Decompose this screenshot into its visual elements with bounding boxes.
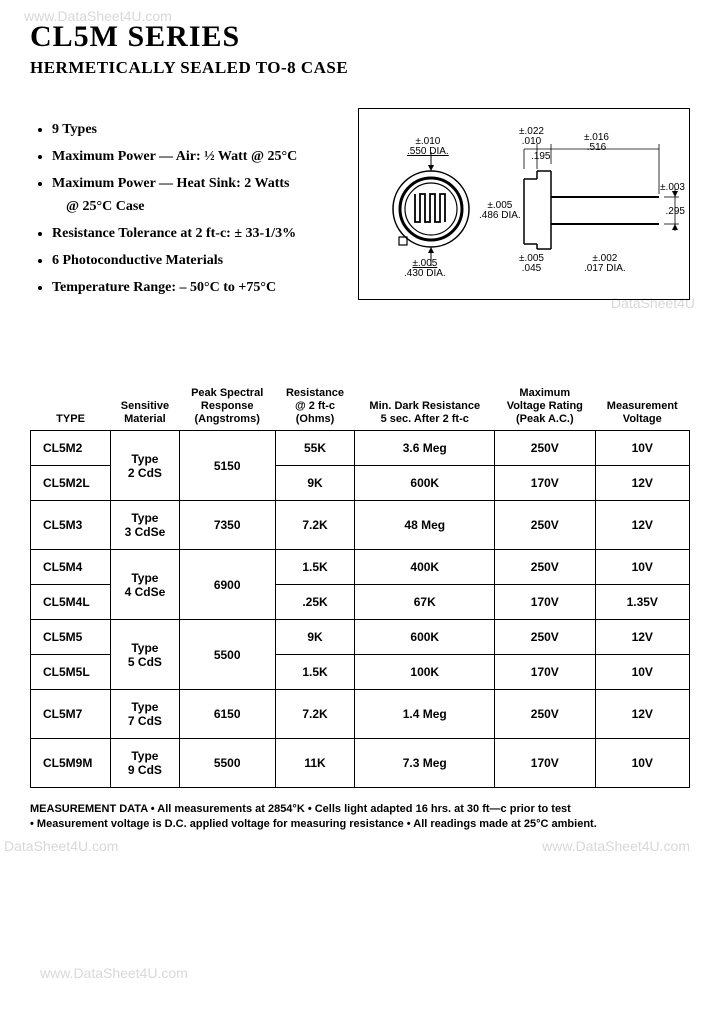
table-cell: 10V (595, 431, 689, 466)
list-item: Maximum Power — Air: ½ Watt @ 25°C (52, 145, 338, 169)
table-cell: 250V (495, 431, 595, 466)
dim-label: ±.005.486 DIA. (479, 201, 521, 221)
page-subtitle: HERMETICALLY SEALED TO-8 CASE (30, 58, 690, 78)
table-cell: CL5M4L (31, 585, 111, 620)
table-cell: CL5M5L (31, 655, 111, 690)
dim-label: ±.003 (660, 183, 685, 193)
col-header: TYPE (31, 383, 111, 431)
table-cell: CL5M5 (31, 620, 111, 655)
table-cell: Type3 CdSe (111, 501, 180, 550)
col-header: Peak SpectralResponse(Angstroms) (179, 383, 275, 431)
col-header: SensitiveMaterial (111, 383, 180, 431)
table-cell: 5150 (179, 431, 275, 501)
watermark: www.DataSheet4U.com (542, 838, 690, 854)
table-cell: CL5M3 (31, 501, 111, 550)
table-cell: 3.6 Meg (355, 431, 495, 466)
dim-label: .295 (666, 207, 685, 217)
list-item: 9 Types (52, 118, 338, 142)
package-diagram: ±.010.550 DIA. ±.022.010 .195 ±.016.516 … (358, 108, 690, 300)
table-cell: 10V (595, 655, 689, 690)
table-cell: Type7 CdS (111, 690, 180, 739)
dim-label: ±.016.516 (584, 133, 609, 153)
table-cell: 67K (355, 585, 495, 620)
table-cell: .25K (275, 585, 355, 620)
table-cell: 12V (595, 466, 689, 501)
table-cell: CL5M2L (31, 466, 111, 501)
table-cell: Type4 CdSe (111, 550, 180, 620)
table-cell: 1.4 Meg (355, 690, 495, 739)
dim-label: ±.002.017 DIA. (584, 254, 626, 274)
list-item: 6 Photoconductive Materials (52, 249, 338, 273)
table-cell: 12V (595, 501, 689, 550)
page-title: CL5M SERIES (30, 20, 690, 54)
table-cell: 5500 (179, 739, 275, 788)
col-header: MeasurementVoltage (595, 383, 689, 431)
table-cell: CL5M7 (31, 690, 111, 739)
table-row: CL5M3Type3 CdSe73507.2K48 Meg250V12V (31, 501, 690, 550)
table-cell: Type5 CdS (111, 620, 180, 690)
table-cell: 100K (355, 655, 495, 690)
watermark: www.DataSheet4U.com (40, 965, 188, 981)
table-cell: 250V (495, 550, 595, 585)
table-cell: 170V (495, 585, 595, 620)
table-cell: CL5M9M (31, 739, 111, 788)
table-cell: 9K (275, 466, 355, 501)
table-cell: 250V (495, 690, 595, 739)
col-header: MaximumVoltage Rating(Peak A.C.) (495, 383, 595, 431)
feature-list: 9 Types Maximum Power — Air: ½ Watt @ 25… (30, 118, 338, 303)
table-cell: 600K (355, 466, 495, 501)
table-cell: 400K (355, 550, 495, 585)
table-cell: 170V (495, 739, 595, 788)
table-cell: 7.3 Meg (355, 739, 495, 788)
table-cell: 11K (275, 739, 355, 788)
col-header: Resistance@ 2 ft-c(Ohms) (275, 383, 355, 431)
table-cell: 1.35V (595, 585, 689, 620)
footnote: MEASUREMENT DATA • All measurements at 2… (30, 802, 690, 832)
list-item: Temperature Range: – 50°C to +75°C (52, 276, 338, 300)
table-cell: 6150 (179, 690, 275, 739)
table-row: CL5M5Type5 CdS55009K600K250V12V (31, 620, 690, 655)
dim-label: .195 (531, 151, 550, 162)
table-cell: Type2 CdS (111, 431, 180, 501)
table-row: CL5M4Type4 CdSe69001.5K400K250V10V (31, 550, 690, 585)
table-row: CL5M9MType9 CdS550011K7.3 Meg170V10V (31, 739, 690, 788)
table-row: CL5M7Type7 CdS61507.2K1.4 Meg250V12V (31, 690, 690, 739)
table-cell: 250V (495, 620, 595, 655)
table-cell: 9K (275, 620, 355, 655)
table-cell: 1.5K (275, 655, 355, 690)
table-cell: 250V (495, 501, 595, 550)
dim-label: ±.010.550 DIA. (407, 137, 449, 157)
table-cell: 12V (595, 690, 689, 739)
table-cell: 6900 (179, 550, 275, 620)
table-row: CL5M2Type2 CdS515055K3.6 Meg250V10V (31, 431, 690, 466)
table-cell: Type9 CdS (111, 739, 180, 788)
col-header: Min. Dark Resistance5 sec. After 2 ft-c (355, 383, 495, 431)
table-cell: 170V (495, 466, 595, 501)
table-cell: 12V (595, 620, 689, 655)
table-cell: 10V (595, 739, 689, 788)
table-cell: 600K (355, 620, 495, 655)
list-item: Maximum Power — Heat Sink: 2 Watts@ 25°C… (52, 172, 338, 220)
table-cell: 170V (495, 655, 595, 690)
table-cell: 7.2K (275, 690, 355, 739)
table-cell: 5500 (179, 620, 275, 690)
table-cell: CL5M2 (31, 431, 111, 466)
table-cell: 10V (595, 550, 689, 585)
table-cell: 7.2K (275, 501, 355, 550)
table-cell: 1.5K (275, 550, 355, 585)
watermark: DataSheet4U.com (4, 838, 118, 854)
dim-label: ±.005.045 (519, 254, 544, 274)
table-cell: CL5M4 (31, 550, 111, 585)
table-cell: 48 Meg (355, 501, 495, 550)
spec-table: TYPE SensitiveMaterial Peak SpectralResp… (30, 383, 690, 789)
dim-label: ±.022.010 (519, 127, 544, 147)
dim-label: ±.005.430 DIA. (404, 259, 446, 279)
list-item: Resistance Tolerance at 2 ft-c: ± 33-1/3… (52, 222, 338, 246)
table-cell: 55K (275, 431, 355, 466)
table-cell: 7350 (179, 501, 275, 550)
